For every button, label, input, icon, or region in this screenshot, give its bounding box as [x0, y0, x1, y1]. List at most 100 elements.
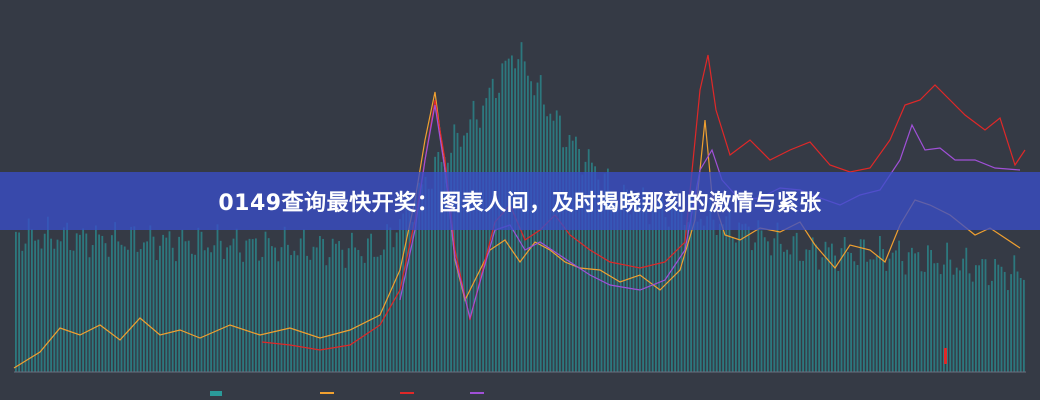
decorative-bar [667, 226, 670, 372]
decorative-bar [901, 261, 904, 372]
decorative-bar [53, 248, 56, 372]
decorative-bar [680, 209, 683, 372]
decorative-bar [571, 140, 574, 372]
decorative-bar [648, 224, 651, 372]
decorative-bar [149, 225, 152, 372]
decorative-bar [693, 205, 696, 372]
decorative-bar [1019, 278, 1022, 372]
decorative-bar [363, 262, 366, 372]
decorative-bar [210, 252, 212, 372]
decorative-bar [37, 239, 40, 372]
decorative-bar [296, 255, 299, 372]
decorative-bar [610, 191, 612, 372]
decorative-bar [757, 220, 760, 372]
orange-line [13, 91, 1021, 369]
decorative-bar [949, 259, 952, 372]
decorative-bar [872, 259, 875, 372]
decorative-bar [373, 256, 376, 372]
decorative-bar [229, 245, 232, 372]
decorative-bar [82, 228, 84, 372]
decorative-bar [431, 188, 433, 372]
decorative-bar [120, 244, 123, 372]
decorative-bar [434, 156, 436, 372]
decorative-bar [664, 217, 667, 372]
decorative-bar [184, 241, 187, 372]
decorative-bar [859, 239, 862, 372]
decorative-bar [479, 127, 481, 372]
decorative-bar [274, 247, 276, 372]
decorative-bar [763, 237, 766, 372]
decorative-bar [235, 228, 238, 372]
decorative-bar [805, 249, 808, 372]
decorative-bar [943, 264, 945, 372]
decorative-bar [485, 98, 488, 373]
decorative-bar [459, 146, 462, 372]
decorative-bar [744, 223, 747, 372]
decorative-bar [143, 242, 145, 372]
decorative-bar [699, 218, 702, 372]
decorative-bar [136, 251, 139, 372]
decorative-bar [63, 227, 65, 372]
decorative-bar [79, 234, 81, 372]
decorative-bar [847, 251, 849, 372]
decorative-bar [834, 255, 836, 372]
decorative-bar [21, 250, 24, 372]
decorative-bar [456, 132, 459, 372]
decorative-bar [779, 243, 782, 372]
decorative-bar [117, 241, 120, 372]
decorative-bar [411, 221, 414, 372]
decorative-bar [651, 207, 654, 372]
decorative-bar [34, 240, 36, 372]
decorative-bar [495, 97, 497, 373]
decorative-bar [40, 248, 43, 372]
decorative-bar [197, 227, 200, 372]
decorative-bar [43, 233, 46, 372]
decorative-bar [639, 202, 641, 372]
decorative-bar [904, 274, 907, 372]
decorative-bar [930, 250, 932, 372]
decorative-bar [683, 224, 686, 372]
decorative-bar [853, 261, 856, 372]
decorative-bar [47, 216, 49, 372]
decorative-bar [280, 247, 283, 372]
decorative-bar [978, 265, 980, 372]
decorative-bar [408, 209, 411, 372]
decorative-bar [114, 222, 116, 372]
decorative-bar [895, 250, 897, 372]
decorative-bar [440, 162, 443, 372]
decorative-bar [965, 247, 968, 372]
decorative-bar [18, 232, 20, 372]
decorative-bar [587, 149, 590, 372]
decorative-bar [216, 224, 219, 372]
decorative-bar [715, 235, 718, 372]
decorative-bar [927, 245, 929, 372]
decorative-bar [245, 240, 248, 372]
decorative-bar [655, 200, 657, 372]
decorative-bar [712, 219, 715, 372]
decorative-bar [866, 261, 868, 372]
decorative-bar [271, 246, 273, 372]
decorative-bar [85, 233, 88, 372]
decorative-bar [687, 222, 689, 372]
decorative-bar [738, 222, 740, 372]
decorative-bar [821, 257, 824, 372]
decorative-bar [312, 246, 315, 372]
decorative-bar [879, 236, 881, 372]
decorative-bar [360, 256, 363, 372]
decorative-bar [127, 249, 129, 372]
decorative-bar [885, 270, 888, 372]
decorative-bar [322, 238, 324, 372]
decorative-bar [24, 243, 27, 372]
decorative-bar [1016, 271, 1019, 372]
decorative-bar [1013, 255, 1016, 372]
decorative-bar [472, 100, 475, 372]
decorative-bar [824, 241, 827, 372]
decorative-bar [232, 238, 235, 372]
decorative-bar [328, 257, 331, 372]
decorative-bar [152, 236, 155, 372]
decorative-bar [383, 249, 385, 372]
decorative-bar [338, 241, 340, 372]
decorative-bar [911, 247, 913, 372]
decorative-bar [981, 259, 984, 372]
decorative-bar [600, 194, 603, 372]
